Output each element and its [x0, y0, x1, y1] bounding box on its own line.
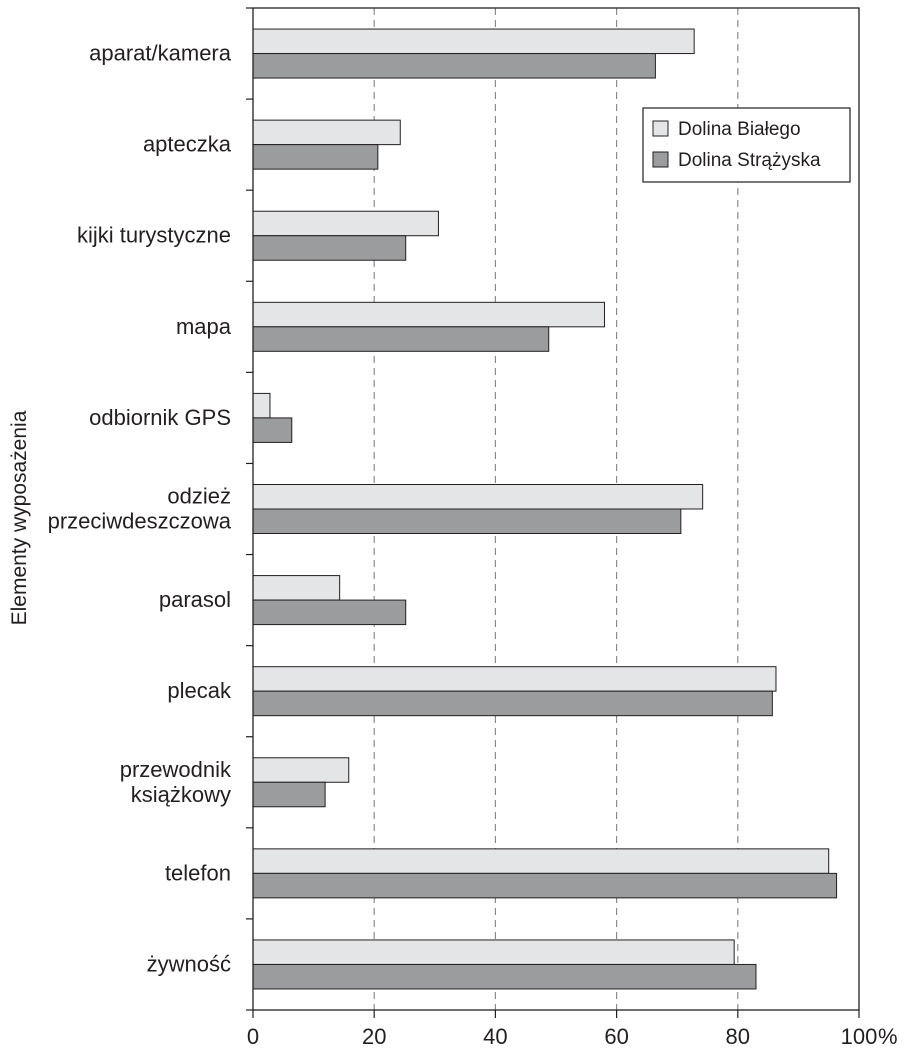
bar-dolina-bialego — [252, 939, 735, 965]
bar-dolina-bialego — [252, 392, 271, 419]
bar-dolina-strazyska — [252, 144, 379, 170]
x-tick-label: 0 — [247, 1024, 259, 1049]
category-label: plecak — [167, 678, 232, 703]
axis-labels: 0 20 40 60 80 100 aparat/kamera apteczka kijki t… — [48, 41, 878, 1049]
bar-dolina-bialego — [252, 575, 341, 601]
bar-dolina-strazyska — [252, 508, 682, 534]
category-label: odbiornik GPS — [89, 405, 231, 430]
category-label: mapa — [176, 314, 232, 339]
bar-dolina-bialego — [252, 666, 777, 692]
category-label: aparat/kamera — [89, 41, 232, 66]
bar-dolina-bialego — [252, 757, 350, 783]
bar-dolina-bialego — [252, 301, 605, 328]
bar-dolina-strazyska — [252, 417, 293, 443]
bar-dolina-strazyska — [252, 599, 407, 626]
bar-dolina-strazyska — [252, 53, 656, 79]
category-label: kijki turystyczne — [77, 223, 231, 248]
category-label: przewodnik książkowy — [120, 757, 232, 807]
bar-dolina-bialego — [252, 484, 704, 510]
x-tick-label: 40 — [483, 1024, 507, 1049]
gridlines — [373, 8, 739, 1010]
bar-dolina-bialego — [252, 119, 401, 146]
category-label: telefon — [165, 860, 231, 885]
bar-dolina-bialego — [252, 848, 830, 874]
category-label: parasol — [159, 587, 231, 612]
bar-dolina-strazyska — [252, 326, 550, 352]
bar-dolina-bialego — [252, 28, 695, 55]
category-label: odzież przeciwdeszczowa — [48, 484, 232, 534]
legend-label: Dolina Strążyska — [678, 150, 821, 171]
bar-dolina-strazyska — [252, 963, 757, 990]
x-tick-label: 100 — [841, 1024, 878, 1049]
bars — [252, 28, 838, 990]
y-axis-title: Elementy wyposażenia — [8, 410, 31, 625]
legend-label: Dolina Białego — [678, 119, 801, 140]
legend: Dolina Białego Dolina Strążyska — [642, 107, 851, 183]
bar-dolina-strazyska — [252, 781, 326, 808]
x-unit-label: % — [878, 1024, 898, 1049]
bar-dolina-bialego — [252, 210, 439, 237]
x-tick-label: 60 — [604, 1024, 628, 1049]
axis-ticks — [246, 7, 860, 1018]
legend-swatch — [652, 151, 669, 168]
category-label: żywność — [147, 951, 231, 976]
category-label: apteczka — [143, 132, 232, 157]
legend-box — [642, 107, 851, 183]
legend-swatch — [652, 120, 669, 137]
bar-dolina-strazyska — [252, 872, 838, 899]
x-tick-label: 80 — [726, 1024, 750, 1049]
x-tick-label: 20 — [362, 1024, 386, 1049]
bar-dolina-strazyska — [252, 690, 773, 717]
plot-frame — [252, 7, 860, 1011]
bar-dolina-strazyska — [252, 235, 407, 261]
